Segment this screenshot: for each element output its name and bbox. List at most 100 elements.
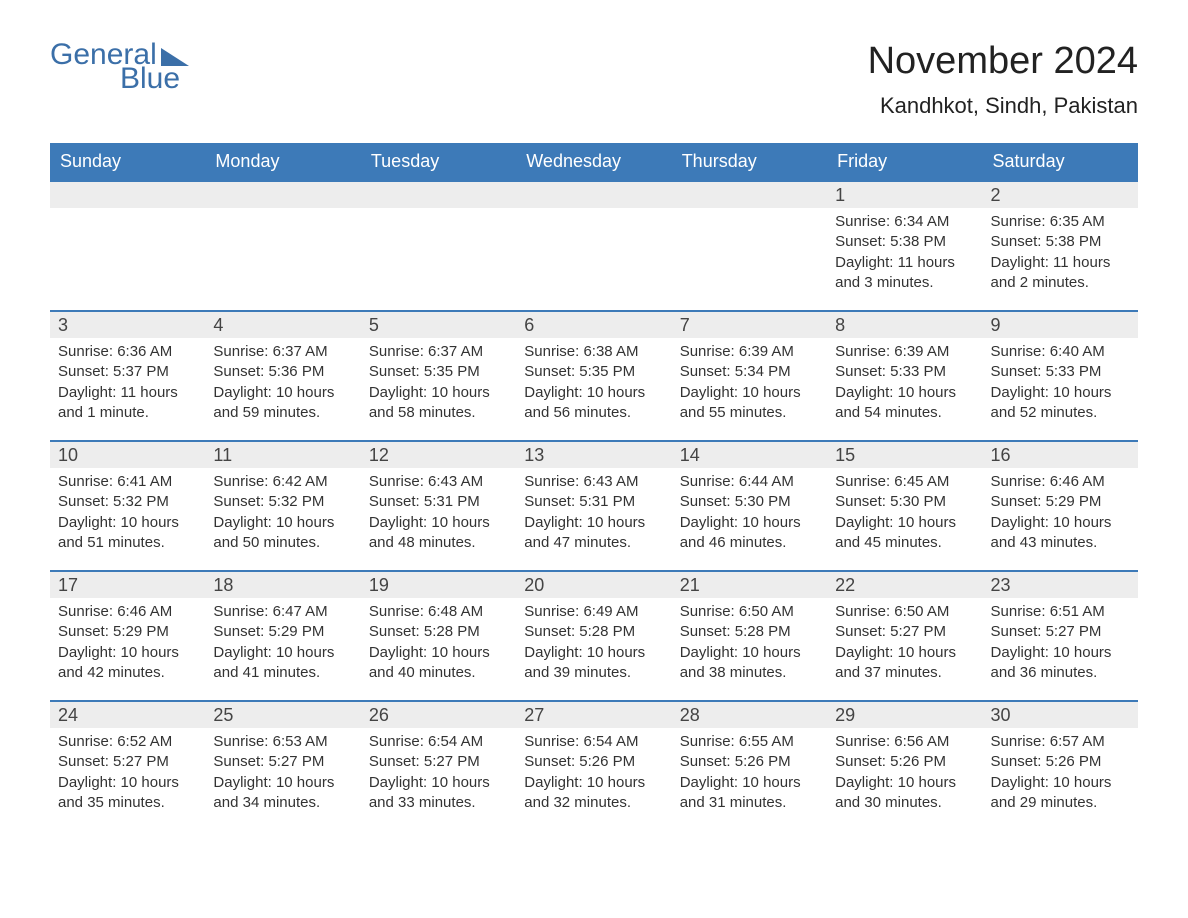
daylight-line: Daylight: 10 hours and 38 minutes. [680,643,819,684]
day-cell: 15Sunrise: 6:45 AMSunset: 5:30 PMDayligh… [827,442,982,570]
day-body: Sunrise: 6:49 AMSunset: 5:28 PMDaylight:… [516,598,671,691]
daylight-line: Daylight: 10 hours and 35 minutes. [58,773,197,814]
day-number: 10 [50,442,205,468]
week-row: 3Sunrise: 6:36 AMSunset: 5:37 PMDaylight… [50,310,1138,440]
day-cell: 21Sunrise: 6:50 AMSunset: 5:28 PMDayligh… [672,572,827,700]
daylight-line: Daylight: 10 hours and 54 minutes. [835,383,974,424]
sunrise-line: Sunrise: 6:52 AM [58,732,197,752]
sunrise-line: Sunrise: 6:56 AM [835,732,974,752]
daylight-line: Daylight: 10 hours and 36 minutes. [991,643,1130,684]
day-number: 9 [983,312,1138,338]
day-body: Sunrise: 6:44 AMSunset: 5:30 PMDaylight:… [672,468,827,561]
week-row: 1Sunrise: 6:34 AMSunset: 5:38 PMDaylight… [50,180,1138,310]
sunrise-line: Sunrise: 6:42 AM [213,472,352,492]
day-number: 3 [50,312,205,338]
sunset-line: Sunset: 5:27 PM [213,752,352,772]
day-cell [361,182,516,310]
day-number: 13 [516,442,671,468]
day-body: Sunrise: 6:38 AMSunset: 5:35 PMDaylight:… [516,338,671,431]
weekday-header: Thursday [672,143,827,180]
day-cell: 5Sunrise: 6:37 AMSunset: 5:35 PMDaylight… [361,312,516,440]
day-number: 20 [516,572,671,598]
sunrise-line: Sunrise: 6:53 AM [213,732,352,752]
daylight-line: Daylight: 11 hours and 2 minutes. [991,253,1130,294]
sunrise-line: Sunrise: 6:49 AM [524,602,663,622]
sunset-line: Sunset: 5:33 PM [991,362,1130,382]
sunrise-line: Sunrise: 6:45 AM [835,472,974,492]
day-cell [205,182,360,310]
day-cell: 28Sunrise: 6:55 AMSunset: 5:26 PMDayligh… [672,702,827,830]
day-number: 29 [827,702,982,728]
day-number: 30 [983,702,1138,728]
daylight-line: Daylight: 10 hours and 45 minutes. [835,513,974,554]
day-number: 27 [516,702,671,728]
sunrise-line: Sunrise: 6:51 AM [991,602,1130,622]
day-body: Sunrise: 6:55 AMSunset: 5:26 PMDaylight:… [672,728,827,821]
day-number: 24 [50,702,205,728]
day-body: Sunrise: 6:57 AMSunset: 5:26 PMDaylight:… [983,728,1138,821]
day-cell: 8Sunrise: 6:39 AMSunset: 5:33 PMDaylight… [827,312,982,440]
logo-word2: Blue [120,64,189,94]
day-number [361,182,516,208]
sunset-line: Sunset: 5:29 PM [991,492,1130,512]
weekday-header: Tuesday [361,143,516,180]
sunrise-line: Sunrise: 6:41 AM [58,472,197,492]
day-body: Sunrise: 6:41 AMSunset: 5:32 PMDaylight:… [50,468,205,561]
sunrise-line: Sunrise: 6:54 AM [369,732,508,752]
daylight-line: Daylight: 10 hours and 47 minutes. [524,513,663,554]
day-number [672,182,827,208]
day-cell: 20Sunrise: 6:49 AMSunset: 5:28 PMDayligh… [516,572,671,700]
day-cell: 19Sunrise: 6:48 AMSunset: 5:28 PMDayligh… [361,572,516,700]
sunset-line: Sunset: 5:35 PM [524,362,663,382]
day-cell: 3Sunrise: 6:36 AMSunset: 5:37 PMDaylight… [50,312,205,440]
day-number: 21 [672,572,827,598]
sunrise-line: Sunrise: 6:38 AM [524,342,663,362]
day-body: Sunrise: 6:39 AMSunset: 5:34 PMDaylight:… [672,338,827,431]
sunrise-line: Sunrise: 6:40 AM [991,342,1130,362]
day-number: 12 [361,442,516,468]
day-cell: 14Sunrise: 6:44 AMSunset: 5:30 PMDayligh… [672,442,827,570]
daylight-line: Daylight: 10 hours and 46 minutes. [680,513,819,554]
week-row: 24 Sunrise: 6:52 AM Sunset: 5:27 PM Dayligh… [50,700,1138,830]
day-body: Sunrise: 6:45 AMSunset: 5:30 PMDaylight:… [827,468,982,561]
sunset-line: Sunset: 5:37 PM [58,362,197,382]
sunset-line: Sunset: 5:30 PM [680,492,819,512]
weekday-header: Sunday [50,143,205,180]
sunset-line: Sunset: 5:28 PM [524,622,663,642]
sunrise-line: Sunrise: 6:43 AM [524,472,663,492]
day-cell: 2Sunrise: 6:35 AMSunset: 5:38 PMDaylight… [983,182,1138,310]
daylight-line: Daylight: 10 hours and 32 minutes. [524,773,663,814]
day-number: 1 [827,182,982,208]
daylight-line: Daylight: 10 hours and 37 minutes. [835,643,974,684]
sunset-line: Sunset: 5:35 PM [369,362,508,382]
day-cell: 30Sunrise: 6:57 AMSunset: 5:26 PMDayligh… [983,702,1138,830]
week-row: 17Sunrise: 6:46 AMSunset: 5:29 PMDayligh… [50,570,1138,700]
sunset-line: Sunset: 5:26 PM [524,752,663,772]
day-number: 19 [361,572,516,598]
day-number: 28 [672,702,827,728]
sunrise-line: Sunrise: 6:50 AM [680,602,819,622]
day-body: Sunrise: 6:53 AMSunset: 5:27 PMDaylight:… [205,728,360,821]
day-number: 4 [205,312,360,338]
location: Kandhkot, Sindh, Pakistan [868,93,1138,119]
day-body: Sunrise: 6:51 AMSunset: 5:27 PMDaylight:… [983,598,1138,691]
day-number [50,182,205,208]
calendar: SundayMondayTuesdayWednesdayThursdayFrid… [50,143,1138,830]
day-number: 15 [827,442,982,468]
daylight-line: Daylight: 10 hours and 40 minutes. [369,643,508,684]
sunset-line: Sunset: 5:30 PM [835,492,974,512]
header: General Blue November 2024 Kandhkot, Sin… [50,40,1138,119]
sunset-line: Sunset: 5:26 PM [680,752,819,772]
daylight-line: Daylight: 10 hours and 41 minutes. [213,643,352,684]
daylight-line: Daylight: 10 hours and 30 minutes. [835,773,974,814]
sunset-line: Sunset: 5:27 PM [991,622,1130,642]
day-body: Sunrise: 6:56 AMSunset: 5:26 PMDaylight:… [827,728,982,821]
day-body: Sunrise: 6:46 AMSunset: 5:29 PMDaylight:… [983,468,1138,561]
day-body: Sunrise: 6:50 AMSunset: 5:28 PMDaylight:… [672,598,827,691]
title-block: November 2024 Kandhkot, Sindh, Pakistan [868,40,1138,119]
day-number: 2 [983,182,1138,208]
day-cell: 10Sunrise: 6:41 AMSunset: 5:32 PMDayligh… [50,442,205,570]
day-number: 22 [827,572,982,598]
day-cell: 9Sunrise: 6:40 AMSunset: 5:33 PMDaylight… [983,312,1138,440]
sunset-line: Sunset: 5:27 PM [369,752,508,772]
